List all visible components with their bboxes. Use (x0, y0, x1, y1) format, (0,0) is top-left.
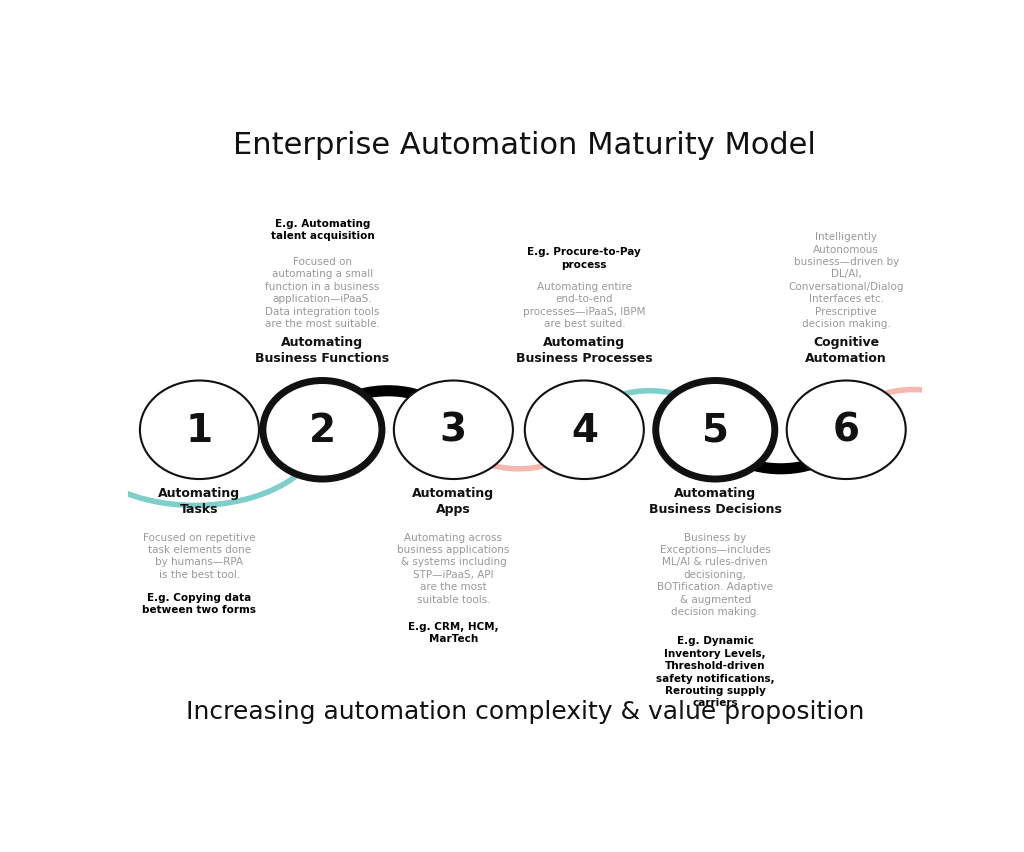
Text: E.g. Copying data
between two forms: E.g. Copying data between two forms (142, 592, 256, 614)
Text: Cognitive
Automation: Cognitive Automation (805, 335, 887, 365)
Text: Automating
Apps: Automating Apps (413, 486, 495, 515)
Text: Business by
Exceptions—includes
ML/AI & rules-driven
decisioning,
BOTification. : Business by Exceptions—includes ML/AI & … (657, 532, 773, 616)
Text: E.g. CRM, HCM,
MarTech: E.g. CRM, HCM, MarTech (408, 621, 499, 643)
Text: 4: 4 (570, 412, 598, 449)
Text: 3: 3 (440, 412, 467, 449)
Text: Focused on
automating a small
function in a business
application—iPaaS.
Data int: Focused on automating a small function i… (265, 256, 380, 329)
Text: E.g. Dynamic
Inventory Levels,
Threshold-driven
safety notifications,
Rerouting : E.g. Dynamic Inventory Levels, Threshold… (656, 636, 774, 707)
Circle shape (394, 381, 513, 480)
Text: 2: 2 (309, 412, 336, 449)
Circle shape (263, 381, 382, 480)
Text: Automating
Business Functions: Automating Business Functions (255, 335, 389, 365)
Text: Automating entire
end-to-end
processes—iPaaS, IBPM
are best suited.: Automating entire end-to-end processes—i… (523, 281, 645, 329)
Text: 6: 6 (833, 412, 860, 449)
Circle shape (140, 381, 259, 480)
Text: 5: 5 (701, 412, 729, 449)
Text: Increasing automation complexity & value proposition: Increasing automation complexity & value… (185, 699, 864, 723)
Text: Automating
Business Processes: Automating Business Processes (516, 335, 652, 365)
Text: 1: 1 (186, 412, 213, 449)
Text: Automating across
business applications
& systems including
STP—iPaaS, API
are t: Automating across business applications … (397, 532, 510, 604)
Text: Focused on repetitive
task elements done
by humans—RPA
is the best tool.: Focused on repetitive task elements done… (143, 532, 256, 579)
Text: Intelligently
Autonomous
business—driven by
DL/AI,
Conversational/Dialog
Interfa: Intelligently Autonomous business—driven… (788, 232, 904, 329)
Text: Enterprise Automation Maturity Model: Enterprise Automation Maturity Model (233, 130, 816, 159)
Text: Automating
Business Decisions: Automating Business Decisions (649, 486, 781, 515)
Text: E.g. Procure-to-Pay
process: E.g. Procure-to-Pay process (527, 247, 641, 269)
Text: Automating
Tasks: Automating Tasks (159, 486, 241, 515)
Circle shape (655, 381, 775, 480)
Text: E.g. Automating
talent acquisition: E.g. Automating talent acquisition (270, 218, 375, 240)
Circle shape (786, 381, 906, 480)
Circle shape (524, 381, 644, 480)
